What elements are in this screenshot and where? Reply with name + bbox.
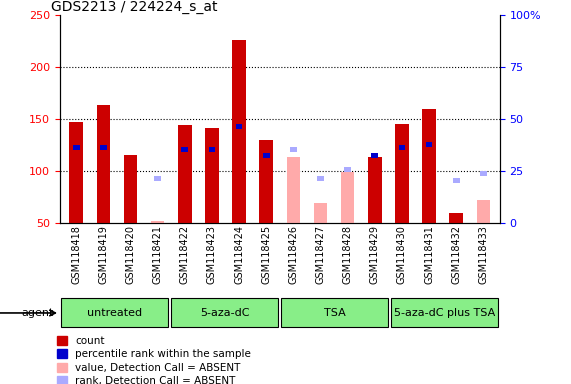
Bar <box>70 122 83 223</box>
Text: GSM118420: GSM118420 <box>126 225 135 284</box>
Bar <box>151 221 164 223</box>
Text: GSM118427: GSM118427 <box>316 225 325 284</box>
Text: GDS2213 / 224224_s_at: GDS2213 / 224224_s_at <box>51 0 218 14</box>
Text: 5-aza-dC: 5-aza-dC <box>200 308 250 318</box>
Bar <box>480 171 486 176</box>
Text: GSM118418: GSM118418 <box>71 225 81 284</box>
Text: GSM118433: GSM118433 <box>478 225 488 284</box>
Text: GSM118423: GSM118423 <box>207 225 217 284</box>
Bar <box>124 156 137 223</box>
Bar <box>287 157 300 223</box>
Text: GSM118428: GSM118428 <box>343 225 353 284</box>
Bar <box>178 125 192 223</box>
FancyBboxPatch shape <box>391 298 498 328</box>
Bar <box>477 200 490 223</box>
Bar <box>399 145 405 150</box>
Bar <box>395 124 409 223</box>
Bar <box>259 140 273 223</box>
Bar <box>154 176 161 181</box>
Text: TSA: TSA <box>324 308 345 318</box>
Bar <box>208 147 215 152</box>
Text: GSM118426: GSM118426 <box>288 225 299 284</box>
FancyBboxPatch shape <box>171 298 279 328</box>
Bar <box>423 109 436 223</box>
Text: agent: agent <box>22 308 54 318</box>
Legend: count, percentile rank within the sample, value, Detection Call = ABSENT, rank, : count, percentile rank within the sample… <box>57 336 251 384</box>
Text: GSM118431: GSM118431 <box>424 225 434 284</box>
Bar <box>100 145 107 150</box>
Bar <box>313 203 327 223</box>
Bar <box>371 153 378 159</box>
Bar <box>205 128 219 223</box>
Text: GSM118422: GSM118422 <box>180 225 190 284</box>
Text: GSM118421: GSM118421 <box>152 225 163 284</box>
Bar <box>317 176 324 181</box>
Text: untreated: untreated <box>87 308 143 318</box>
Bar <box>344 167 351 172</box>
Text: 5-aza-dC plus TSA: 5-aza-dC plus TSA <box>394 308 495 318</box>
Bar <box>290 147 297 152</box>
Bar <box>236 124 243 129</box>
Bar <box>232 40 246 223</box>
Text: GSM118430: GSM118430 <box>397 225 407 284</box>
Bar <box>96 104 110 223</box>
Bar <box>73 145 79 150</box>
Bar <box>263 153 270 159</box>
FancyBboxPatch shape <box>281 298 388 328</box>
Bar <box>449 214 463 223</box>
Bar <box>182 147 188 152</box>
Text: GSM118419: GSM118419 <box>98 225 108 284</box>
Text: GSM118429: GSM118429 <box>370 225 380 284</box>
Bar <box>453 178 460 183</box>
Bar <box>368 157 381 223</box>
Text: GSM118424: GSM118424 <box>234 225 244 284</box>
Bar <box>425 142 432 147</box>
Bar <box>341 172 355 223</box>
Text: GSM118432: GSM118432 <box>451 225 461 284</box>
Text: GSM118425: GSM118425 <box>261 225 271 284</box>
FancyBboxPatch shape <box>61 298 168 328</box>
